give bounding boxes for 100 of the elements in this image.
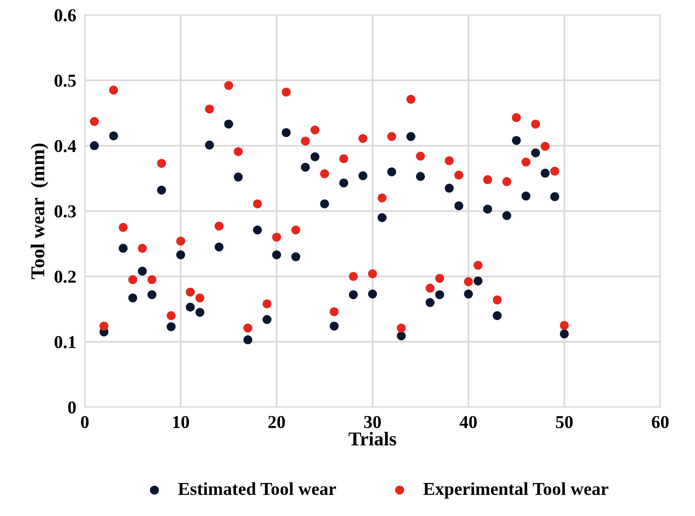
point	[157, 158, 166, 168]
point	[109, 86, 118, 95]
point	[252, 199, 262, 208]
x-tick-label: 10	[173, 416, 190, 428]
point	[252, 226, 262, 234]
y-tick-label: 0.3	[54, 205, 76, 218]
y-tick-label: 0.4	[54, 140, 76, 152]
point	[282, 88, 291, 97]
point	[426, 298, 435, 308]
x-tick-label: 20	[268, 416, 285, 428]
point	[454, 170, 464, 180]
point	[368, 290, 378, 299]
point	[186, 288, 195, 297]
point	[492, 295, 502, 304]
point	[521, 158, 530, 167]
point	[243, 335, 252, 344]
point	[224, 81, 234, 90]
point	[368, 269, 378, 278]
point	[426, 284, 435, 293]
point	[300, 136, 310, 146]
point	[454, 201, 464, 210]
point	[166, 311, 176, 320]
point	[166, 322, 176, 332]
point	[502, 177, 512, 186]
point	[128, 293, 138, 302]
point	[502, 211, 512, 220]
x-tick-label: 60	[652, 416, 669, 428]
point	[444, 184, 454, 193]
point	[474, 260, 483, 270]
point	[90, 141, 99, 150]
point	[339, 154, 348, 164]
point	[138, 244, 147, 253]
legend-label: Estimated Tool wear	[178, 482, 336, 496]
point	[310, 126, 320, 134]
point	[118, 222, 128, 232]
point	[147, 290, 156, 300]
point	[387, 167, 396, 176]
point	[330, 322, 339, 331]
point	[483, 204, 492, 214]
point	[243, 324, 252, 333]
point	[406, 132, 416, 142]
point	[291, 252, 300, 262]
point	[138, 266, 147, 276]
point	[90, 117, 99, 126]
point	[320, 169, 330, 178]
point	[406, 94, 416, 104]
point	[396, 331, 406, 340]
point	[118, 244, 128, 253]
point	[540, 168, 550, 178]
point	[300, 162, 310, 172]
point	[521, 192, 530, 201]
point	[358, 171, 368, 180]
x-tick-label: 0	[80, 416, 89, 428]
point	[512, 113, 521, 122]
point	[560, 320, 569, 330]
point	[348, 272, 358, 281]
point	[186, 302, 195, 312]
point	[550, 166, 560, 176]
point	[358, 134, 368, 143]
point	[348, 290, 358, 300]
point	[262, 299, 272, 308]
point	[550, 192, 560, 202]
x-tick-label: 50	[556, 416, 573, 428]
point	[320, 199, 330, 208]
point	[435, 274, 444, 283]
point	[378, 213, 387, 222]
point	[147, 275, 156, 284]
point	[330, 307, 339, 316]
point	[474, 276, 483, 286]
point	[512, 136, 521, 145]
point	[157, 186, 166, 195]
point	[378, 193, 387, 202]
point	[416, 172, 425, 181]
point	[435, 290, 444, 300]
point	[291, 226, 300, 234]
point	[339, 178, 348, 188]
point	[310, 152, 320, 162]
x-tick-label: 40	[460, 416, 477, 428]
x-axis-title: Trials	[348, 432, 396, 446]
y-tick-label: 0.6	[54, 9, 76, 22]
point	[492, 311, 502, 320]
point	[176, 250, 186, 260]
y-tick-label: 0.5	[54, 74, 76, 87]
point	[195, 293, 204, 302]
point	[483, 175, 492, 184]
legend-label: Experimental Tool wear	[423, 482, 608, 499]
y-tick-label: 0.1	[54, 336, 76, 348]
point	[262, 315, 272, 324]
point	[234, 172, 243, 182]
point	[204, 104, 214, 114]
point	[396, 324, 406, 333]
point	[128, 275, 138, 284]
point	[204, 140, 214, 150]
point	[234, 147, 243, 156]
point	[195, 308, 204, 317]
x-tick-label: 30	[364, 416, 381, 428]
y-tick-label: 0	[68, 401, 76, 414]
y-axis-title: Tool wear (mm)	[30, 144, 48, 280]
point	[224, 120, 234, 129]
point	[214, 222, 224, 231]
